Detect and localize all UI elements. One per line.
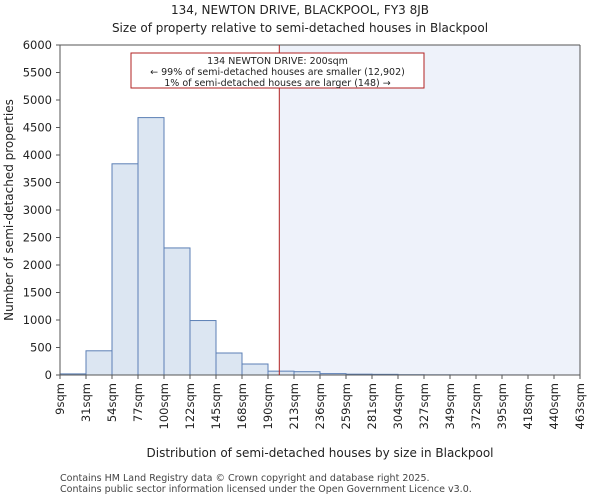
y-tick-label: 500 <box>30 341 52 355</box>
x-tick-label: 54sqm <box>105 383 119 422</box>
x-tick-label: 304sqm <box>391 383 405 429</box>
x-tick-label: 213sqm <box>287 383 301 429</box>
x-tick-label: 372sqm <box>469 383 483 429</box>
y-tick-label: 5000 <box>23 93 52 107</box>
annotation-box <box>130 52 425 89</box>
footer-licence: Contains public sector information licen… <box>60 484 472 495</box>
x-tick-label: 31sqm <box>79 383 93 422</box>
x-tick-label: 440sqm <box>547 383 561 429</box>
x-tick-label: 9sqm <box>53 383 67 415</box>
y-axis-label: Number of semi-detached properties <box>2 99 16 321</box>
x-tick-label: 349sqm <box>443 383 457 429</box>
histogram-bar <box>85 350 113 376</box>
histogram-bar <box>137 117 165 376</box>
histogram-chart: 0 500 1000 1500 2000 2500 3000 3500 4000 4500 5000… <box>2 38 587 460</box>
y-tick-label: 2000 <box>23 258 52 272</box>
y-tick-label: 3500 <box>23 176 52 190</box>
x-tick-label: 100sqm <box>157 383 171 429</box>
y-tick-label: 0 <box>45 368 52 382</box>
footer-copyright: Contains HM Land Registry data © Crown c… <box>60 473 430 484</box>
y-tick-label: 4500 <box>23 121 52 135</box>
histogram-bar <box>267 370 295 376</box>
x-tick-label: 77sqm <box>131 383 145 422</box>
x-tick-label: 190sqm <box>261 383 275 429</box>
histogram-bar <box>189 320 217 376</box>
y-tick-label: 1000 <box>23 313 52 327</box>
annotation-smaller: ← 99% of semi-detached houses are smalle… <box>150 67 405 78</box>
annotation-title: 134 NEWTON DRIVE: 200sqm <box>207 56 348 67</box>
y-tick-label: 4000 <box>23 148 52 162</box>
x-tick-label: 145sqm <box>209 383 223 429</box>
x-tick-label: 259sqm <box>339 383 353 429</box>
annotation-larger: 1% of semi-detached houses are larger (1… <box>164 78 391 89</box>
histogram-bar <box>215 352 243 376</box>
y-tick-label: 1500 <box>23 286 52 300</box>
x-tick-label: 463sqm <box>573 383 587 429</box>
x-axis-label: Distribution of semi-detached houses by … <box>147 446 494 460</box>
x-tick-label: 168sqm <box>235 383 249 429</box>
y-tick-label: 5500 <box>23 66 52 80</box>
x-tick-label: 418sqm <box>521 383 535 429</box>
chart-title: Size of property relative to semi-detach… <box>111 21 489 35</box>
larger-region-shading <box>279 45 580 375</box>
chart-title-address: 134, NEWTON DRIVE, BLACKPOOL, FY3 8JB <box>170 3 430 17</box>
histogram-bar <box>241 363 269 376</box>
x-tick-label: 236sqm <box>313 383 327 429</box>
y-tick-label: 2500 <box>23 231 52 245</box>
x-tick-label: 122sqm <box>183 383 197 429</box>
y-tick-label: 6000 <box>23 38 52 52</box>
x-tick-label: 281sqm <box>365 383 379 429</box>
histogram-bar <box>163 247 191 376</box>
x-tick-label: 395sqm <box>495 383 509 429</box>
histogram-bar <box>111 163 139 376</box>
y-tick-label: 3000 <box>23 203 52 217</box>
x-tick-label: 327sqm <box>417 383 431 429</box>
